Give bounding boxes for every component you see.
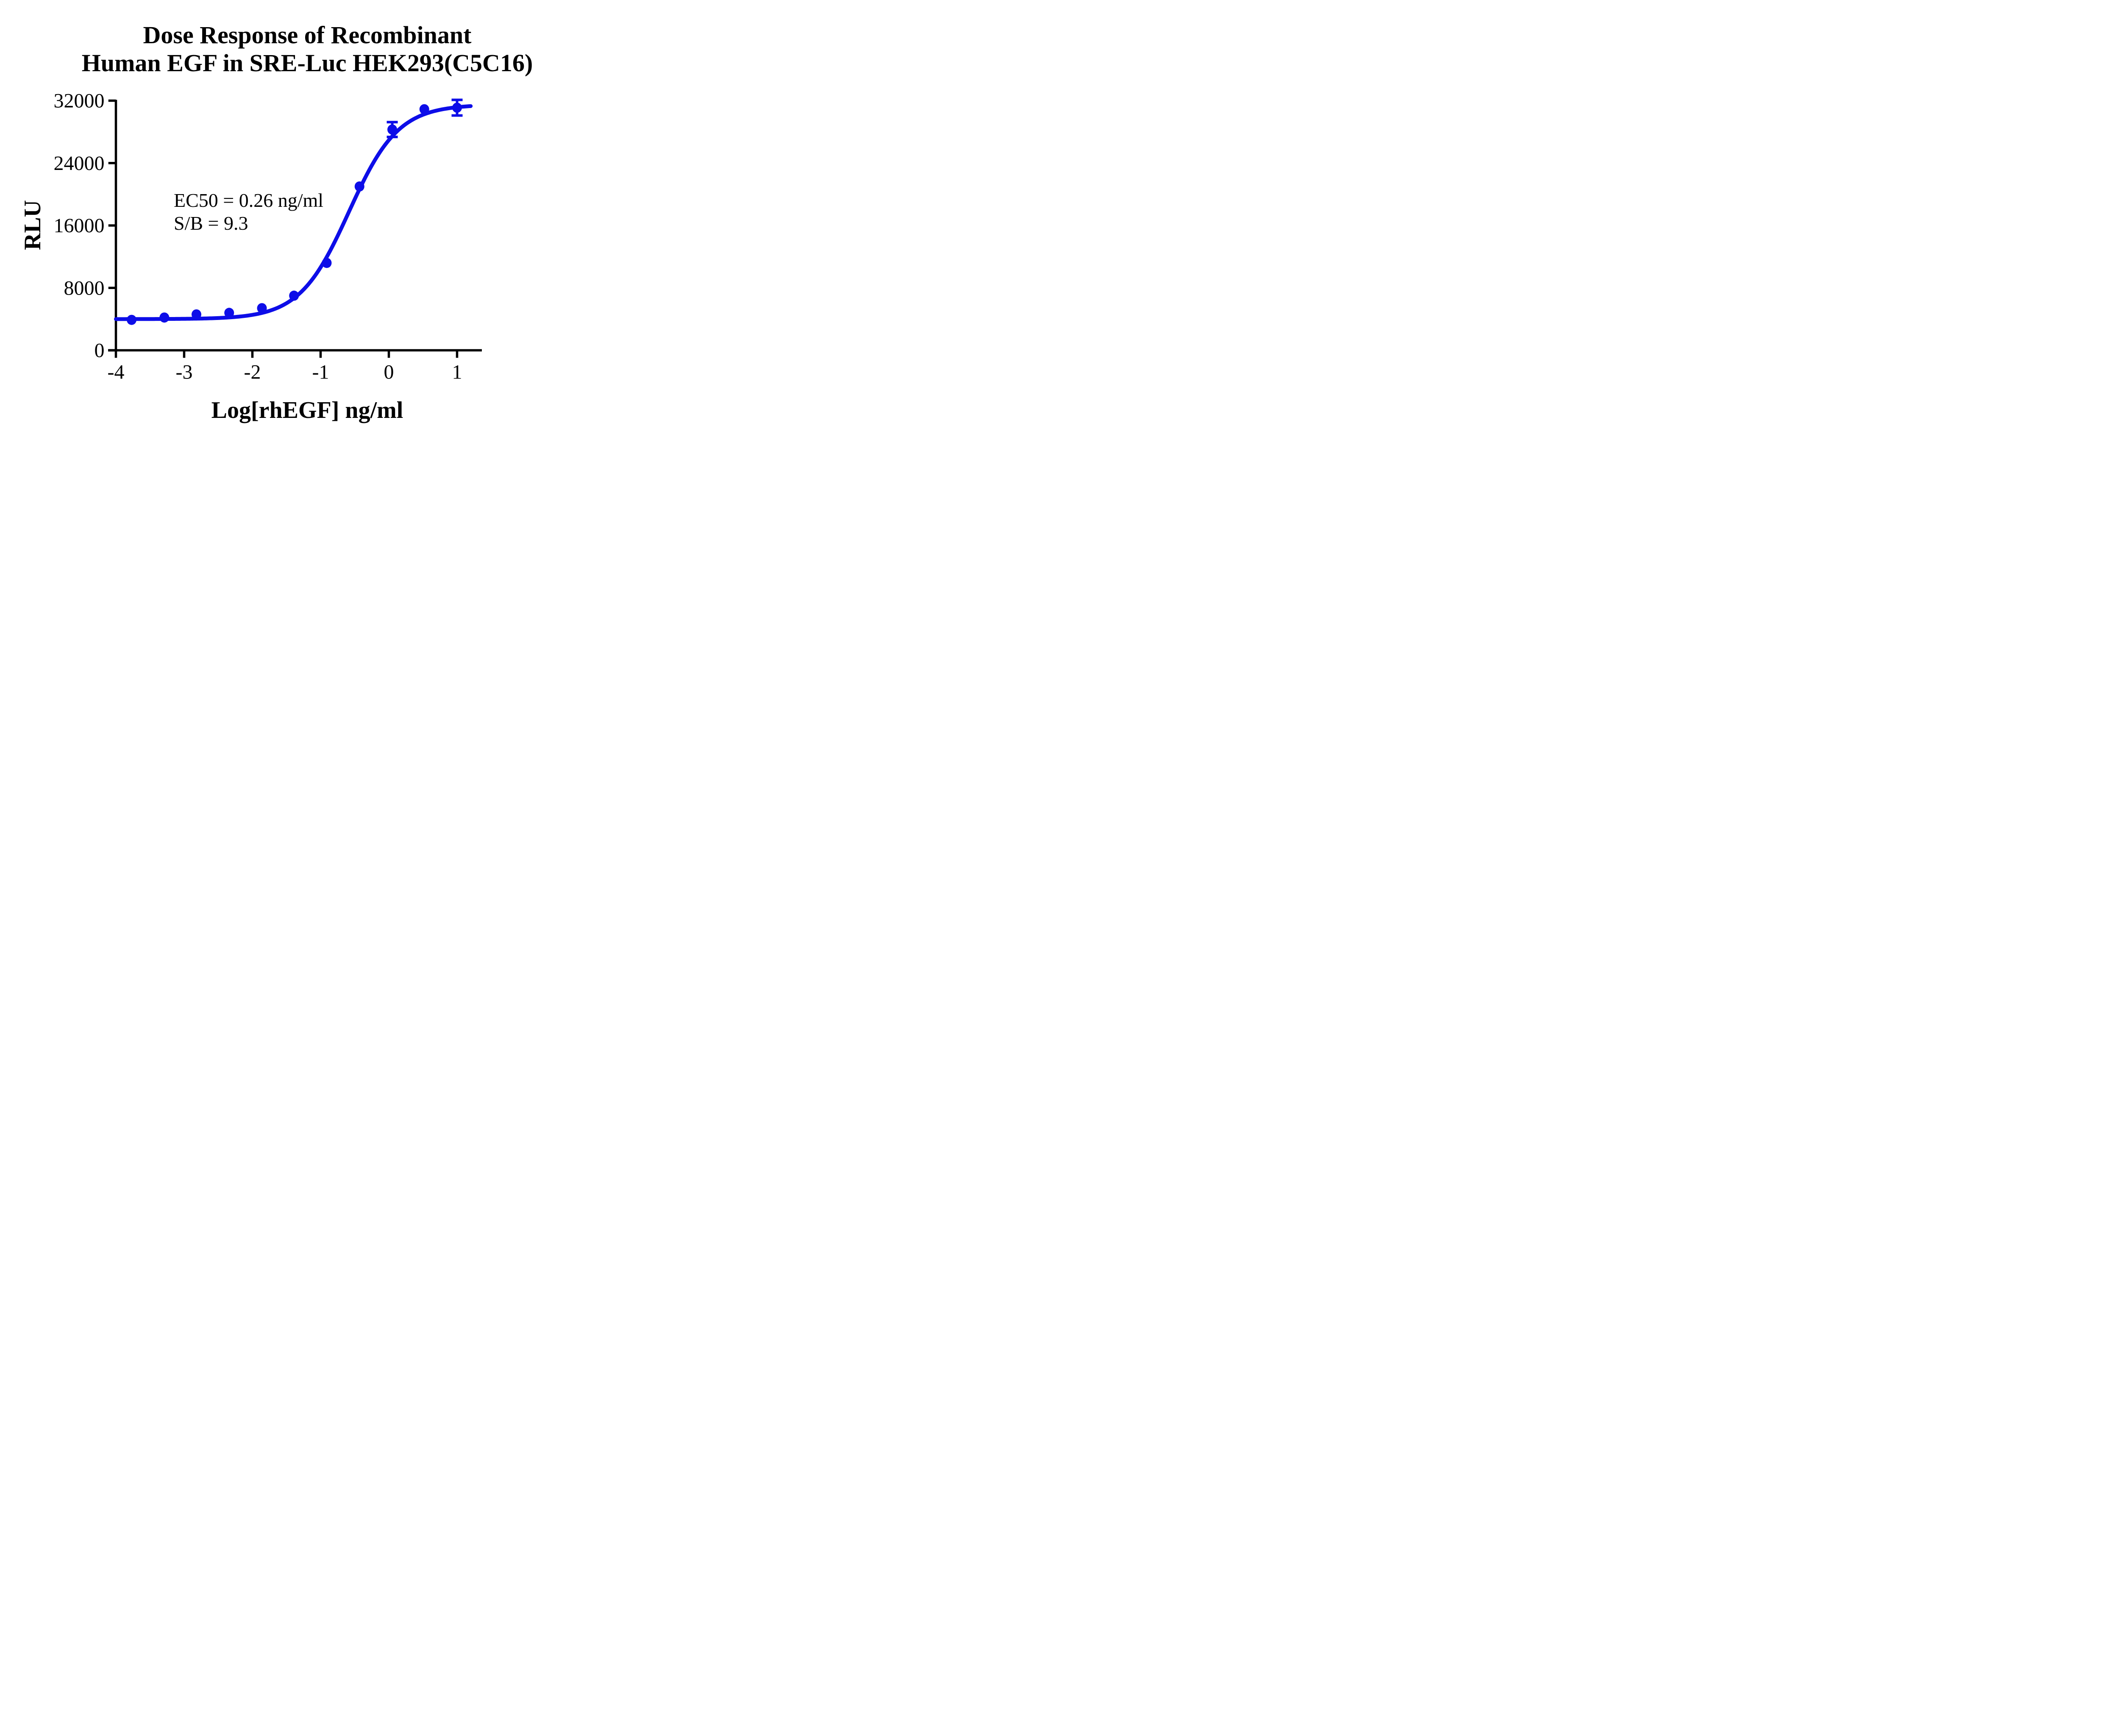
chart-title-line1: Dose Response of Recombinant [143,21,472,49]
annotation-ec50: EC50 = 0.26 ng/ml [174,189,324,211]
data-point [322,258,332,268]
data-point [387,124,398,135]
chart-title-line2: Human EGF in SRE-Luc HEK293(C5C16) [81,49,533,77]
data-point [452,103,462,113]
y-tick-label: 32000 [54,90,105,112]
annotation-block: EC50 = 0.26 ng/ml S/B = 9.3 [174,189,323,235]
data-point [289,290,299,301]
data-point [159,312,170,323]
figure: Dose Response of Recombinant Human EGF i… [0,0,552,434]
chart-title: Dose Response of Recombinant Human EGF i… [82,21,533,77]
data-point [257,303,267,314]
x-tick-label: -1 [312,361,329,384]
data-point [419,104,429,114]
y-tick-label: 16000 [54,214,105,237]
data-point [191,309,201,320]
x-tick-label: -3 [176,361,193,384]
annotation-sb: S/B = 9.3 [174,212,248,234]
plot-area: -4 -3 -2 -1 0 1 0 8000 16000 24000 32000 [54,90,482,384]
y-tick-label: 0 [95,339,105,362]
data-point [354,181,364,192]
x-tick-label: 0 [384,361,394,384]
y-tick-label: 8000 [64,277,105,299]
x-tick-label: -2 [244,361,261,384]
x-axis-label: Log[rhEGF] ng/ml [211,397,403,423]
x-tick-label: 1 [452,361,462,384]
y-tick-label: 24000 [54,152,105,175]
data-point [127,314,137,325]
x-tick-label: -4 [108,361,125,384]
data-point [224,308,234,318]
